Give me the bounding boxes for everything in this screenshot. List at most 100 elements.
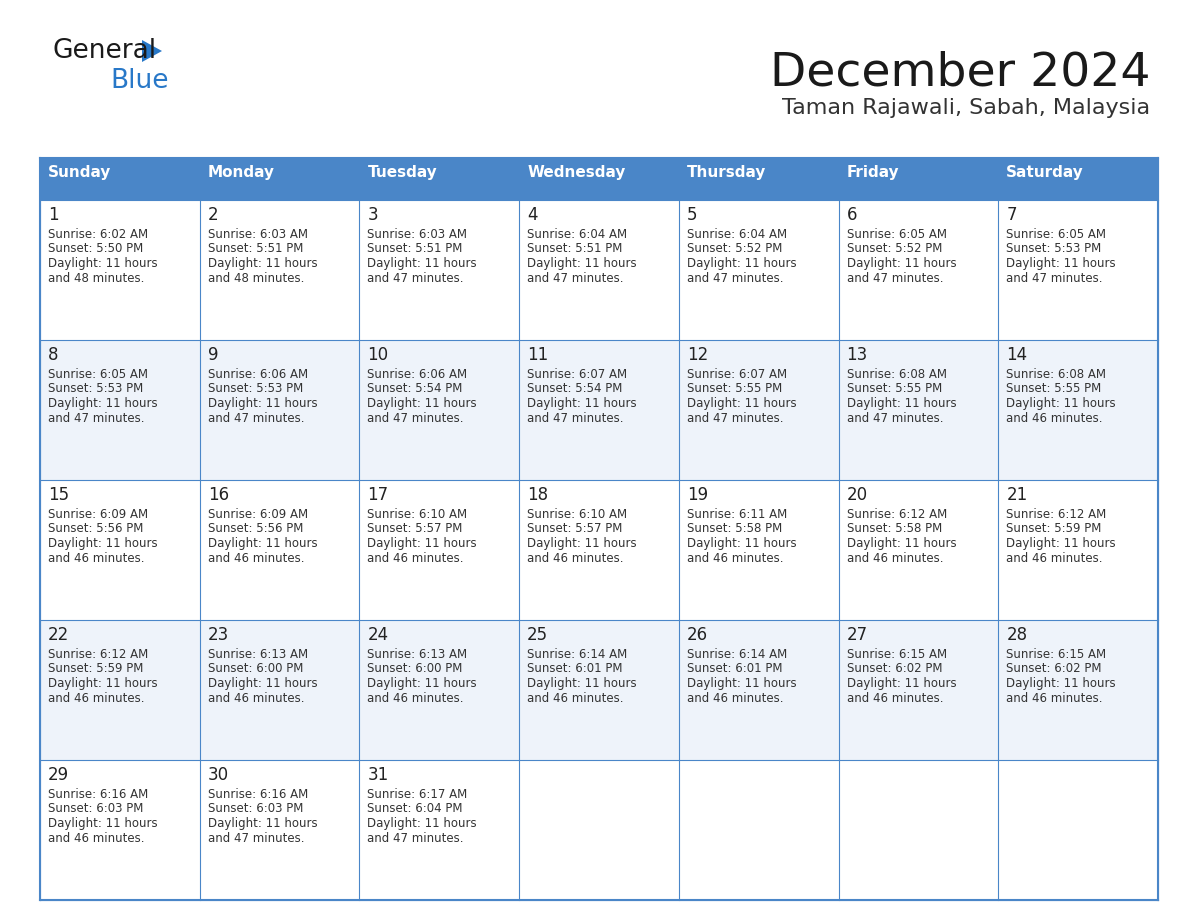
Text: 22: 22 xyxy=(48,626,69,644)
Text: Sunset: 5:53 PM: Sunset: 5:53 PM xyxy=(48,383,144,396)
Text: Sunday: Sunday xyxy=(48,165,112,180)
Bar xyxy=(519,200,678,340)
Text: Daylight: 11 hours: Daylight: 11 hours xyxy=(367,817,478,830)
Text: Sunrise: 6:07 AM: Sunrise: 6:07 AM xyxy=(687,368,786,381)
Text: Daylight: 11 hours: Daylight: 11 hours xyxy=(48,257,158,270)
Bar xyxy=(360,200,519,340)
Text: and 46 minutes.: and 46 minutes. xyxy=(527,691,624,704)
Bar xyxy=(360,620,519,760)
Bar xyxy=(360,760,519,900)
Text: Sunset: 6:02 PM: Sunset: 6:02 PM xyxy=(847,663,942,676)
Text: Sunset: 5:57 PM: Sunset: 5:57 PM xyxy=(527,522,623,535)
Bar xyxy=(519,480,678,620)
Text: Sunrise: 6:10 AM: Sunrise: 6:10 AM xyxy=(367,508,468,521)
Text: 25: 25 xyxy=(527,626,549,644)
Text: Daylight: 11 hours: Daylight: 11 hours xyxy=(48,677,158,690)
Text: and 46 minutes.: and 46 minutes. xyxy=(48,691,145,704)
Text: Daylight: 11 hours: Daylight: 11 hours xyxy=(367,257,478,270)
Text: Daylight: 11 hours: Daylight: 11 hours xyxy=(48,397,158,410)
Text: Sunrise: 6:14 AM: Sunrise: 6:14 AM xyxy=(687,648,788,661)
Text: Sunset: 5:58 PM: Sunset: 5:58 PM xyxy=(687,522,782,535)
Text: 29: 29 xyxy=(48,766,69,784)
Text: 1: 1 xyxy=(48,206,58,224)
Text: Sunrise: 6:13 AM: Sunrise: 6:13 AM xyxy=(367,648,468,661)
Text: Thursday: Thursday xyxy=(687,165,766,180)
Text: Sunrise: 6:14 AM: Sunrise: 6:14 AM xyxy=(527,648,627,661)
Text: Sunset: 5:51 PM: Sunset: 5:51 PM xyxy=(208,242,303,255)
Text: Sunrise: 6:05 AM: Sunrise: 6:05 AM xyxy=(847,228,947,241)
Polygon shape xyxy=(143,40,162,62)
Text: 14: 14 xyxy=(1006,346,1028,364)
Text: Sunrise: 6:08 AM: Sunrise: 6:08 AM xyxy=(1006,368,1106,381)
Text: 19: 19 xyxy=(687,486,708,504)
Bar xyxy=(40,480,200,620)
Text: 17: 17 xyxy=(367,486,388,504)
Bar xyxy=(200,200,360,340)
Text: Daylight: 11 hours: Daylight: 11 hours xyxy=(367,537,478,550)
Text: 13: 13 xyxy=(847,346,867,364)
Text: and 46 minutes.: and 46 minutes. xyxy=(48,832,145,845)
Text: Sunrise: 6:12 AM: Sunrise: 6:12 AM xyxy=(48,648,148,661)
Bar xyxy=(998,620,1158,760)
Text: Sunset: 5:50 PM: Sunset: 5:50 PM xyxy=(48,242,144,255)
Text: Sunset: 6:02 PM: Sunset: 6:02 PM xyxy=(1006,663,1101,676)
Text: Sunrise: 6:04 AM: Sunrise: 6:04 AM xyxy=(527,228,627,241)
Text: Sunrise: 6:10 AM: Sunrise: 6:10 AM xyxy=(527,508,627,521)
Text: and 48 minutes.: and 48 minutes. xyxy=(48,272,145,285)
Bar xyxy=(998,480,1158,620)
Bar xyxy=(678,480,839,620)
Text: Taman Rajawali, Sabah, Malaysia: Taman Rajawali, Sabah, Malaysia xyxy=(782,98,1150,118)
Text: Saturday: Saturday xyxy=(1006,165,1083,180)
Text: Daylight: 11 hours: Daylight: 11 hours xyxy=(687,397,796,410)
Text: and 46 minutes.: and 46 minutes. xyxy=(1006,691,1102,704)
Text: Daylight: 11 hours: Daylight: 11 hours xyxy=(1006,397,1116,410)
Bar xyxy=(839,480,998,620)
Text: Sunset: 6:01 PM: Sunset: 6:01 PM xyxy=(527,663,623,676)
Text: 16: 16 xyxy=(208,486,229,504)
Text: Sunrise: 6:16 AM: Sunrise: 6:16 AM xyxy=(48,788,148,801)
Text: General: General xyxy=(52,38,156,64)
Text: Daylight: 11 hours: Daylight: 11 hours xyxy=(1006,257,1116,270)
Text: Daylight: 11 hours: Daylight: 11 hours xyxy=(367,397,478,410)
Bar xyxy=(839,620,998,760)
Text: 9: 9 xyxy=(208,346,219,364)
Text: Daylight: 11 hours: Daylight: 11 hours xyxy=(687,257,796,270)
Text: Sunrise: 6:06 AM: Sunrise: 6:06 AM xyxy=(208,368,308,381)
Text: 24: 24 xyxy=(367,626,388,644)
Bar xyxy=(360,158,519,200)
Bar xyxy=(519,620,678,760)
Text: and 47 minutes.: and 47 minutes. xyxy=(208,832,304,845)
Text: Sunset: 6:01 PM: Sunset: 6:01 PM xyxy=(687,663,783,676)
Text: and 47 minutes.: and 47 minutes. xyxy=(367,411,465,424)
Text: and 46 minutes.: and 46 minutes. xyxy=(847,691,943,704)
Text: December 2024: December 2024 xyxy=(770,50,1150,95)
Text: Sunset: 5:59 PM: Sunset: 5:59 PM xyxy=(48,663,144,676)
Text: and 47 minutes.: and 47 minutes. xyxy=(1006,272,1102,285)
Bar xyxy=(839,760,998,900)
Text: Daylight: 11 hours: Daylight: 11 hours xyxy=(367,677,478,690)
Text: 23: 23 xyxy=(208,626,229,644)
Text: Sunset: 5:58 PM: Sunset: 5:58 PM xyxy=(847,522,942,535)
Text: and 47 minutes.: and 47 minutes. xyxy=(367,832,465,845)
Text: and 47 minutes.: and 47 minutes. xyxy=(48,411,145,424)
Text: Sunrise: 6:06 AM: Sunrise: 6:06 AM xyxy=(367,368,468,381)
Text: and 46 minutes.: and 46 minutes. xyxy=(367,552,465,565)
Text: Sunset: 5:59 PM: Sunset: 5:59 PM xyxy=(1006,522,1101,535)
Text: Daylight: 11 hours: Daylight: 11 hours xyxy=(48,817,158,830)
Text: Sunset: 5:52 PM: Sunset: 5:52 PM xyxy=(847,242,942,255)
Text: Daylight: 11 hours: Daylight: 11 hours xyxy=(208,537,317,550)
Text: and 46 minutes.: and 46 minutes. xyxy=(527,552,624,565)
Text: and 47 minutes.: and 47 minutes. xyxy=(687,411,783,424)
Text: Tuesday: Tuesday xyxy=(367,165,437,180)
Text: Sunrise: 6:09 AM: Sunrise: 6:09 AM xyxy=(48,508,148,521)
Text: 20: 20 xyxy=(847,486,867,504)
Text: Daylight: 11 hours: Daylight: 11 hours xyxy=(208,677,317,690)
Text: Sunrise: 6:17 AM: Sunrise: 6:17 AM xyxy=(367,788,468,801)
Text: Sunrise: 6:12 AM: Sunrise: 6:12 AM xyxy=(847,508,947,521)
Text: Daylight: 11 hours: Daylight: 11 hours xyxy=(48,537,158,550)
Text: and 46 minutes.: and 46 minutes. xyxy=(687,691,783,704)
Text: Daylight: 11 hours: Daylight: 11 hours xyxy=(847,257,956,270)
Bar xyxy=(998,158,1158,200)
Text: Sunset: 5:55 PM: Sunset: 5:55 PM xyxy=(847,383,942,396)
Text: Sunset: 5:55 PM: Sunset: 5:55 PM xyxy=(687,383,782,396)
